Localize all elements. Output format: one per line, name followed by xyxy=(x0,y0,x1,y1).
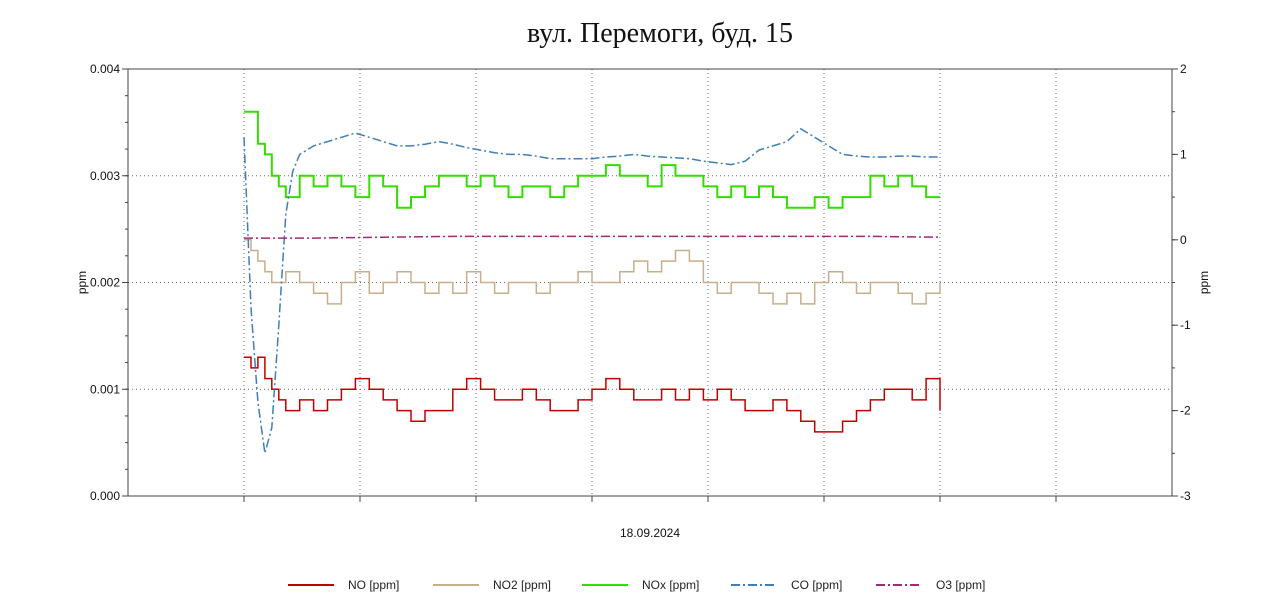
right-tick-label: -2 xyxy=(1180,404,1191,418)
left-tick-label: 0.004 xyxy=(90,62,120,76)
legend-swatch xyxy=(433,584,479,586)
left-tick-label: 0.002 xyxy=(90,276,120,290)
series-line-o3 xyxy=(244,235,941,239)
left-tick-label: 0.001 xyxy=(90,382,120,396)
right-tick-label: -3 xyxy=(1180,489,1191,503)
left-axis-label: ppm xyxy=(75,271,89,294)
series-line-no2 xyxy=(244,239,941,305)
series-line-nox xyxy=(244,110,940,209)
series-layer xyxy=(243,110,941,454)
legend-item-o3: O3 [ppm] xyxy=(876,578,985,592)
legend-label: CO [ppm] xyxy=(791,578,843,592)
legend-label: NO2 [ppm] xyxy=(493,578,552,592)
legend-item-co: CO [ppm] xyxy=(731,578,842,592)
legend-item-nox: NOx [ppm] xyxy=(582,578,699,592)
chart-title: вул. Перемоги, буд. 15 xyxy=(527,18,793,49)
left-tick-label: 0.003 xyxy=(90,169,120,183)
legend-swatch xyxy=(582,584,628,586)
x-axis-label: 18.09.2024 xyxy=(619,526,681,540)
right-tick-label: -1 xyxy=(1180,318,1191,332)
series-line-no xyxy=(244,356,941,433)
legend-label: NOx [ppm] xyxy=(642,578,700,592)
axes-layer: 0.000 0.001 0.002 0.003 0.004 -3 -2 -1 0 1 2 ppm ppm xyxy=(75,62,1211,503)
legend: NO [ppm] NO2 [ppm] NOx [ppm] CO [ppm] O3 [pp… xyxy=(0,578,1280,598)
legend-item-no2: NO2 [ppm] xyxy=(433,578,551,592)
legend-swatch xyxy=(288,584,334,586)
left-tick-label: 0.000 xyxy=(90,489,120,503)
legend-item-no: NO [ppm] xyxy=(288,578,399,592)
right-axis-label: ppm xyxy=(1197,271,1211,294)
legend-swatch xyxy=(876,584,922,586)
legend-swatch xyxy=(731,584,777,586)
right-tick-label: 0 xyxy=(1180,233,1187,247)
right-tick-label: 1 xyxy=(1180,147,1187,161)
legend-label: NO [ppm] xyxy=(348,578,400,592)
legend-label: O3 [ppm] xyxy=(936,578,986,592)
series-line-co xyxy=(243,127,940,454)
right-tick-label: 2 xyxy=(1180,62,1187,76)
